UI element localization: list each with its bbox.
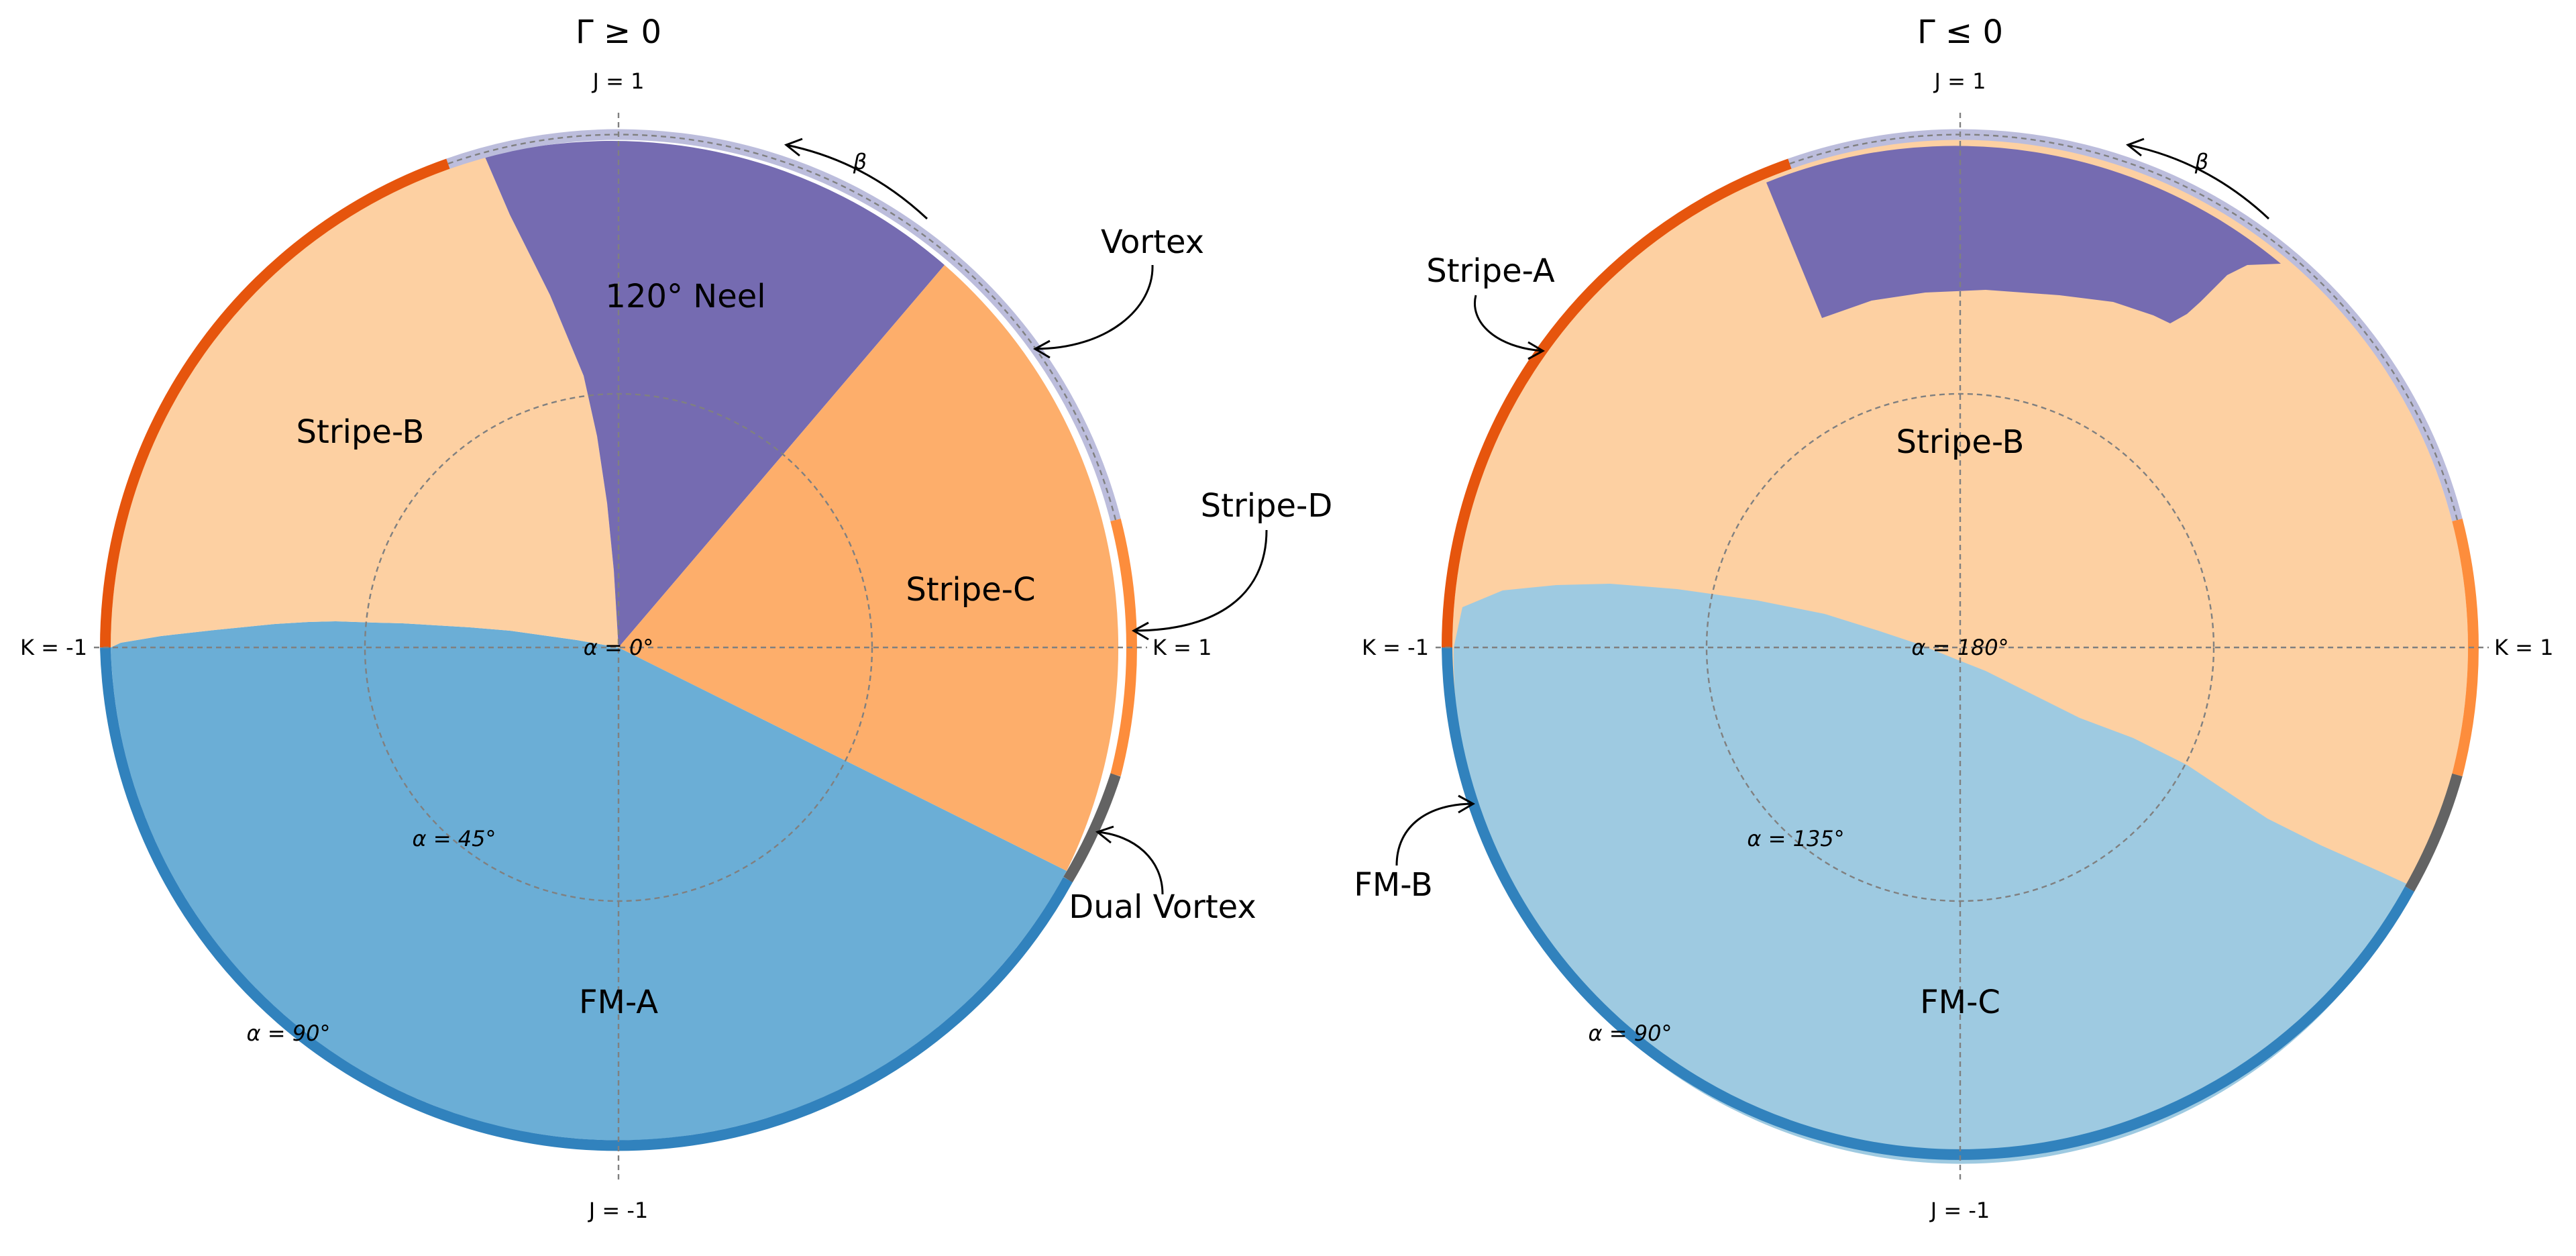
boundary-label-fm-b: FM-B xyxy=(1354,866,1433,904)
axis-label-left: K = -1 xyxy=(20,635,87,660)
stripe-d-arrow xyxy=(1133,529,1268,632)
region-label-neel: 120° Neel xyxy=(605,278,765,315)
beta-arrowhead xyxy=(2126,138,2145,157)
region-label-stripe-b: Stripe-B xyxy=(297,413,425,451)
axis-label-right: K = 1 xyxy=(2494,635,2554,660)
vortex-arrowhead xyxy=(1032,339,1051,359)
alpha-label-center: α = 180° xyxy=(1911,635,2008,660)
ring-dual-vortex-segment xyxy=(2405,773,2463,892)
ring-fm-b-segment xyxy=(100,647,1073,1151)
ring-vortex-dashed xyxy=(447,134,1117,521)
neel-region xyxy=(1766,146,2281,323)
ring-fm-b-segment xyxy=(1442,647,2415,1160)
dual-vortex-arrow xyxy=(1097,831,1164,895)
boundary-label-stripe-d: Stripe-D xyxy=(1201,487,1333,525)
stripe-a-arrowhead xyxy=(1527,341,1546,360)
alpha-label-center: α = 0° xyxy=(584,635,654,660)
axis-label-bottom: J = -1 xyxy=(588,1198,649,1223)
stripe-a-arrow xyxy=(1474,295,1544,352)
axis-label-bottom: J = -1 xyxy=(1929,1198,1990,1223)
panel-gamma-negative: Γ ≤ 0 J = 1 J = -1 K = -1 K = 1 α = 180°… xyxy=(1354,13,2553,1223)
alpha-label-inner: α = 45° xyxy=(413,826,496,851)
alpha-label-inner: α = 135° xyxy=(1747,826,1844,851)
fm-b-arrowhead xyxy=(1458,794,1476,814)
boundary-label-dual-vortex: Dual Vortex xyxy=(1069,888,1256,926)
region-label-fm: FM-A xyxy=(579,984,658,1021)
alpha-label-outer: α = 90° xyxy=(1589,1020,1672,1046)
boundary-label-vortex: Vortex xyxy=(1101,223,1204,261)
fm-b-arrow xyxy=(1395,802,1474,866)
inner-guide-circle xyxy=(1705,392,2215,902)
axis-label-right: K = 1 xyxy=(1152,635,1212,660)
stripe-c-region xyxy=(619,265,1119,871)
region-label-stripe-c: Stripe-C xyxy=(906,571,1035,609)
fm-a-region xyxy=(111,621,1067,1141)
beta-label: β xyxy=(853,149,867,174)
axis-label-top: J = 1 xyxy=(592,68,645,94)
alpha-label-outer: α = 90° xyxy=(247,1020,331,1046)
stripe-b-region xyxy=(110,157,619,647)
beta-arrow xyxy=(2127,144,2270,220)
beta-arrowhead xyxy=(784,138,803,157)
ring-vortex-dashed xyxy=(1789,134,2459,521)
vortex-arrow xyxy=(1034,264,1154,350)
stripe-d-arrowhead xyxy=(1131,621,1149,641)
dual-vortex-arrowhead xyxy=(1095,825,1114,844)
region-label-fm: FM-C xyxy=(1920,984,2000,1021)
axis-label-top: J = 1 xyxy=(1933,68,1986,94)
inner-guide-circle xyxy=(364,392,873,902)
panel-gamma-positive: Γ ≥ 0 J = 1 J = -1 K = -1 K = 1 α = 0° α… xyxy=(20,13,1332,1223)
ring-stripe-a-segment xyxy=(100,158,450,648)
axis-label-left: K = -1 xyxy=(1362,635,1429,660)
ring-dual-vortex-segment xyxy=(1063,773,1121,883)
fm-c-region xyxy=(1453,584,2414,1164)
panel-title: Γ ≤ 0 xyxy=(1917,13,2003,51)
neel-region xyxy=(485,140,945,647)
panel-title: Γ ≥ 0 xyxy=(576,13,661,51)
beta-label: β xyxy=(2194,149,2208,174)
boundary-label-stripe-a: Stripe-A xyxy=(1426,252,1555,290)
region-label-stripe-b: Stripe-B xyxy=(1896,423,2025,461)
beta-arrow xyxy=(786,144,928,220)
